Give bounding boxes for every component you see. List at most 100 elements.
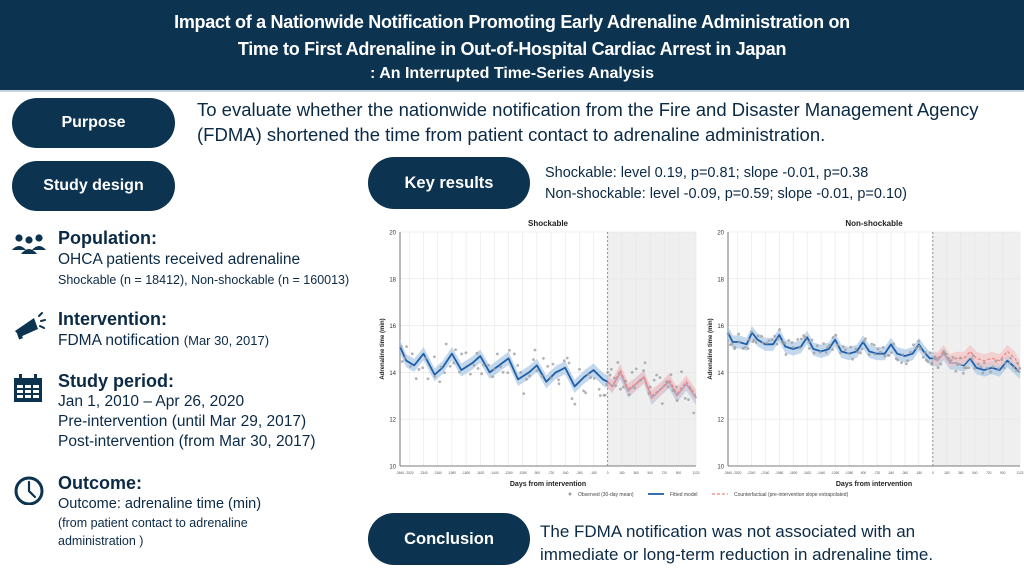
observed-point — [592, 377, 596, 380]
observed-point — [839, 351, 842, 355]
observed-point — [851, 357, 855, 361]
legend-fitted-label: Fitted model — [670, 492, 698, 498]
x-tick-label: -1080 — [519, 471, 527, 475]
x-tick-label: -1260 — [831, 471, 839, 475]
x-tick-label: -2520 — [405, 471, 413, 475]
observed-point — [619, 387, 622, 391]
observed-point — [760, 334, 763, 338]
observed-point — [403, 356, 407, 360]
x-tick-label: 1123 — [1017, 471, 1024, 475]
observed-point — [900, 361, 903, 365]
x-tick-label: 720 — [986, 471, 992, 475]
observed-point — [551, 362, 555, 366]
observed-point — [892, 342, 896, 346]
observed-point — [883, 354, 887, 358]
observed-point — [609, 367, 613, 371]
x-tick-label: 360 — [633, 471, 639, 475]
observed-point — [776, 337, 780, 341]
observed-point — [737, 332, 740, 336]
y-tick-label: 20 — [389, 231, 396, 237]
observed-point — [1018, 367, 1022, 371]
chart-panel-shockable: 10 12 14 16 18 20 -2640 -2520 -2340 -2160 -1980 -18… — [380, 219, 700, 488]
observed-point — [457, 370, 461, 374]
x-tick-label: -2640 — [396, 471, 404, 475]
observed-point — [421, 366, 424, 370]
observed-point — [476, 366, 480, 370]
observed-point — [424, 356, 428, 360]
observed-point — [512, 352, 516, 356]
observed-point — [652, 378, 656, 382]
observed-point — [909, 350, 912, 354]
observed-point — [464, 351, 468, 355]
observed-point — [1003, 361, 1007, 365]
observed-point — [658, 376, 662, 379]
observed-point — [480, 372, 484, 376]
observed-point — [986, 366, 989, 370]
counterfactual-line — [607, 369, 697, 397]
key-results-line-1: Shockable: level 0.19, p=0.81; slope -0.… — [545, 165, 869, 181]
observed-point — [961, 371, 965, 375]
observed-point — [522, 392, 526, 396]
observed-point — [692, 411, 696, 415]
observed-point — [859, 351, 862, 355]
outcome-title: Outcome: — [58, 473, 143, 493]
observed-point — [624, 379, 627, 383]
observed-point — [627, 393, 631, 397]
observed-point — [501, 370, 505, 374]
observed-point — [612, 376, 616, 380]
observed-point — [675, 385, 678, 389]
y-tick-label: 10 — [389, 465, 396, 471]
post-intervention-shade — [607, 232, 696, 466]
observed-point — [854, 347, 858, 351]
observed-point — [919, 347, 922, 350]
observed-point — [1002, 366, 1006, 370]
observed-point — [872, 343, 876, 347]
observed-point — [414, 377, 418, 381]
x-tick-label: 1123 — [693, 471, 700, 475]
observed-point — [780, 340, 784, 344]
outcome-line-3: administration ) — [58, 534, 144, 548]
observed-point — [549, 376, 553, 380]
observed-point — [506, 371, 510, 375]
counterfactual-ci-band — [607, 363, 696, 403]
x-tick-label: -2640 — [724, 471, 732, 475]
observed-point — [784, 353, 788, 356]
observed-point — [887, 353, 891, 357]
observed-point — [841, 345, 845, 349]
observed-point — [921, 355, 925, 359]
observed-point — [584, 391, 588, 395]
observed-point — [586, 373, 590, 376]
observed-point — [867, 353, 871, 356]
observed-point — [864, 337, 867, 341]
x-tick-label: -360 — [576, 471, 583, 475]
observed-point — [546, 364, 550, 368]
observed-point — [540, 374, 544, 378]
observed-point — [971, 354, 975, 358]
observed-point — [491, 375, 495, 379]
observed-point — [847, 352, 850, 355]
observed-point — [873, 352, 877, 356]
key-results-text: Shockable: level 0.19, p=0.81; slope -0.… — [545, 163, 907, 205]
observed-point — [826, 345, 829, 349]
population-line-2: Shockable (n = 18412), Non-shockable (n … — [58, 273, 350, 287]
y-tick-label: 10 — [717, 465, 724, 471]
poster-header: Impact of a Nationwide Notification Prom… — [0, 0, 1024, 92]
observed-point — [901, 353, 905, 357]
observed-point — [472, 363, 476, 367]
observed-point — [862, 339, 866, 343]
observed-point — [675, 399, 679, 402]
observed-point — [807, 346, 811, 350]
x-tick-label: 180 — [619, 471, 625, 475]
observed-point — [426, 377, 430, 381]
observed-point — [743, 345, 747, 349]
observed-point — [844, 348, 847, 352]
observed-point — [947, 357, 951, 360]
x-tick-label: 720 — [662, 471, 668, 475]
observed-point — [979, 365, 983, 369]
x-tick-label: -180 — [590, 471, 597, 475]
x-tick-label: -180 — [916, 471, 923, 475]
study-period-section: Study period: Jan 1, 2010 – Apr 26, 2020… — [12, 371, 372, 456]
x-tick-label: 540 — [972, 471, 978, 475]
observed-point — [787, 339, 791, 342]
observed-point — [410, 352, 414, 356]
